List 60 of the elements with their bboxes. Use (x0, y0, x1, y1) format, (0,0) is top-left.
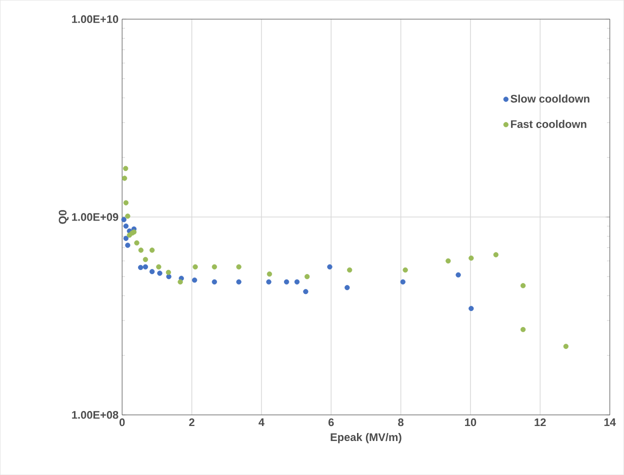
point (123, 200, 129, 206)
x-tick-label: 6 (328, 418, 334, 426)
point (134, 240, 140, 246)
point (493, 252, 498, 258)
x-axis-title: Epeak (MV/m) (330, 432, 402, 444)
point (166, 270, 172, 275)
point (327, 264, 332, 270)
point (121, 217, 126, 222)
point (122, 176, 128, 181)
point (266, 271, 272, 277)
point (166, 274, 172, 280)
point (149, 248, 155, 253)
x-tick-label: 4 (258, 418, 264, 426)
point (192, 277, 198, 283)
point (157, 270, 162, 276)
x-tick-label: 8 (398, 418, 404, 426)
point (344, 284, 350, 290)
point (178, 279, 183, 284)
point (294, 279, 300, 284)
point (123, 223, 129, 229)
point (347, 267, 352, 273)
point (138, 248, 144, 253)
x-tick-label: 14 (604, 418, 616, 426)
point (468, 306, 474, 312)
point (212, 264, 218, 270)
point (304, 274, 310, 280)
point (212, 279, 218, 284)
point (446, 258, 451, 264)
point (266, 279, 272, 284)
point (123, 236, 129, 241)
point (468, 255, 474, 261)
point (123, 166, 128, 172)
point (563, 344, 569, 349)
legend-label: Fast cooldown (511, 120, 586, 128)
point (400, 279, 406, 284)
point (456, 272, 461, 278)
point (284, 279, 290, 284)
x-tick-label: 10 (465, 418, 476, 426)
y-axis-title: Q0 (58, 210, 69, 224)
point (236, 279, 242, 284)
point (125, 242, 130, 248)
point (142, 264, 148, 270)
point (520, 283, 526, 288)
point (125, 214, 130, 219)
point (303, 288, 308, 294)
point (149, 268, 155, 274)
point (520, 326, 526, 332)
legend-label: Slow cooldown (510, 94, 590, 103)
y-tick-label: 1.00E+08 (72, 411, 118, 419)
x-tick-label: 2 (189, 418, 194, 426)
point (138, 264, 144, 270)
point (402, 267, 408, 273)
point (192, 264, 198, 270)
x-tick-label: 12 (534, 418, 546, 426)
y-tick-label: 1.00E+10 (72, 15, 118, 23)
point (156, 264, 162, 270)
point (142, 256, 148, 262)
y-tick-label: 1.00E+09 (72, 213, 118, 221)
x-tick-label: 0 (120, 418, 125, 426)
point (236, 264, 242, 270)
